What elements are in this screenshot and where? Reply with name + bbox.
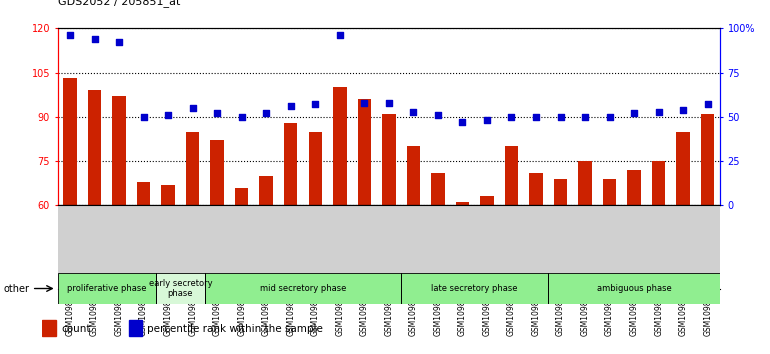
Point <box>457 119 469 125</box>
Point <box>530 114 542 120</box>
Point <box>480 118 493 123</box>
Bar <box>401 273 548 304</box>
Bar <box>205 273 401 304</box>
Bar <box>112 96 126 205</box>
Bar <box>137 182 150 205</box>
Point <box>309 102 321 107</box>
Point <box>137 114 149 120</box>
Bar <box>309 132 322 205</box>
Text: ambiguous phase: ambiguous phase <box>597 284 671 293</box>
Point <box>407 109 420 114</box>
Point <box>162 112 174 118</box>
Point <box>285 103 297 109</box>
Point <box>211 110 223 116</box>
Point <box>677 107 689 113</box>
Bar <box>456 202 469 205</box>
Bar <box>210 141 224 205</box>
Bar <box>88 90 102 205</box>
Point <box>505 114 517 120</box>
Bar <box>63 79 77 205</box>
Text: early secretory
phase: early secretory phase <box>149 279 213 298</box>
Point <box>432 112 444 118</box>
Point <box>186 105 199 111</box>
Text: other: other <box>4 284 30 293</box>
Bar <box>333 87 347 205</box>
Bar <box>284 123 297 205</box>
Bar <box>554 179 567 205</box>
Point <box>260 110 273 116</box>
Bar <box>431 173 444 205</box>
Point <box>113 40 126 45</box>
Bar <box>578 161 592 205</box>
Point <box>64 33 76 38</box>
Point <box>701 102 714 107</box>
Bar <box>480 196 494 205</box>
Text: GDS2052 / 205851_at: GDS2052 / 205851_at <box>58 0 180 7</box>
Point <box>89 36 101 42</box>
Point <box>579 114 591 120</box>
Text: proliferative phase: proliferative phase <box>67 284 146 293</box>
Bar <box>235 188 249 205</box>
Bar <box>382 114 396 205</box>
Text: percentile rank within the sample: percentile rank within the sample <box>147 324 323 333</box>
Point <box>604 114 616 120</box>
Bar <box>156 273 205 304</box>
Bar <box>259 176 273 205</box>
Bar <box>58 273 156 304</box>
Bar <box>162 185 175 205</box>
Bar <box>676 132 690 205</box>
Bar <box>186 132 199 205</box>
Bar <box>407 146 420 205</box>
Bar <box>129 320 142 336</box>
Point <box>358 100 370 105</box>
Bar <box>701 114 715 205</box>
Bar <box>357 99 371 205</box>
Bar <box>628 170 641 205</box>
Text: mid secretory phase: mid secretory phase <box>259 284 346 293</box>
Text: count: count <box>61 324 91 333</box>
Point <box>236 114 248 120</box>
Point <box>333 33 346 38</box>
Bar <box>529 173 543 205</box>
Text: late secretory phase: late secretory phase <box>431 284 518 293</box>
Bar <box>652 161 665 205</box>
Bar <box>505 146 518 205</box>
Point <box>383 100 395 105</box>
Bar <box>603 179 616 205</box>
Point <box>628 110 641 116</box>
Point <box>554 114 567 120</box>
Point <box>652 109 665 114</box>
Bar <box>548 273 720 304</box>
Bar <box>42 320 55 336</box>
